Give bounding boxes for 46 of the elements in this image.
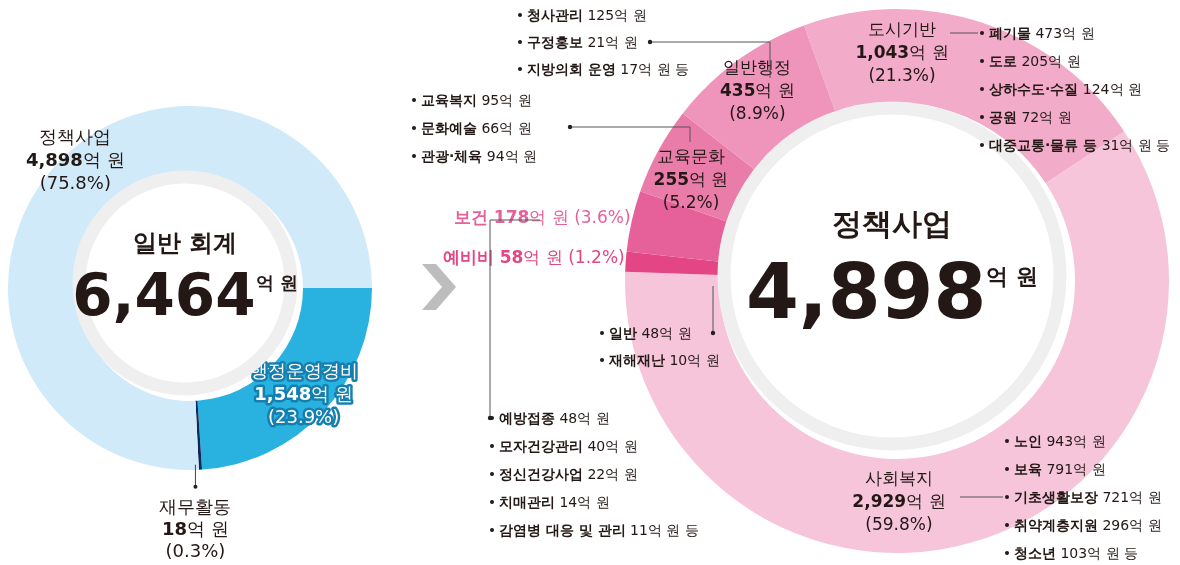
text: 정책사업 <box>832 206 952 242</box>
data-label: 255억 원 (5.2%) <box>653 169 729 213</box>
slice-label: 정책사업 <box>39 125 112 147</box>
text: 보육 791억 원 <box>1014 461 1106 477</box>
donut-slice <box>195 400 203 470</box>
data-label: 4,898억 원 (75.8%) <box>25 148 125 193</box>
text: 대중교통·물류 등 31억 원 등 <box>989 137 1171 153</box>
data-label: 435억 원 (8.9%) <box>719 79 795 123</box>
text: 청사관리 125억 원 <box>527 7 647 23</box>
text: 일반 48억 원 <box>609 325 692 341</box>
data-label: 178억 원 (3.6%) <box>493 206 631 227</box>
text: 기초생활보장 721억 원 <box>1014 489 1162 505</box>
data-label: 58억 원 (1.2%) <box>499 246 625 267</box>
text: 일반 회계 <box>132 229 238 258</box>
slice-label: 교육문화 <box>657 146 726 167</box>
text: 4,898$^{억 원}$ <box>745 246 1039 336</box>
text: 지방의회 운영 17억 원 등 <box>527 61 690 77</box>
donut-slice <box>625 251 721 275</box>
text: 취약계층지원 296억 원 <box>1014 517 1162 533</box>
text: 폐기물 473억 원 <box>989 25 1095 41</box>
text: 감염병 대응 및 관리 11억 원 등 <box>499 522 699 538</box>
text: 도로 205억 원 <box>989 53 1081 69</box>
slice-label: 도시기반 <box>868 18 937 39</box>
data-label: 18억 원 (0.3%) <box>162 517 229 561</box>
data-label: 2,929억 원 (59.8%) <box>852 491 946 535</box>
text: 모자건강관리 40억 원 <box>499 438 638 454</box>
slice-label: 보건 <box>453 206 494 227</box>
text: 교육복지 95억 원 <box>421 92 532 108</box>
text: 관광·체육 94억 원 <box>421 148 538 164</box>
text: 재해재난 10억 원 <box>608 352 720 368</box>
text: 6,464$^{억 원}$ <box>72 260 298 329</box>
slice-label: 사회복지 <box>864 468 933 489</box>
text: 치매관리 14억 원 <box>499 494 610 510</box>
text: 정신건강사업 22억 원 <box>499 466 638 482</box>
text: 구정홍보 21억 원 <box>527 34 638 50</box>
text: 문화예술 66억 원 <box>421 120 532 136</box>
slice-label: 재무활동 <box>159 495 232 517</box>
data-label: 1,043억 원 (21.3%) <box>855 41 949 85</box>
text: 상하수도·수질 124억 원 <box>989 81 1142 97</box>
text: 공원 72억 원 <box>989 109 1072 125</box>
text: 청소년 103억 원 등 <box>1014 545 1139 561</box>
slice-label: 예비비 <box>442 246 500 267</box>
text: 예방접종 48억 원 <box>499 410 610 426</box>
text: 노인 943억 원 <box>1014 433 1106 449</box>
slice-label: 일반행정 <box>723 56 792 77</box>
donut-slice <box>8 106 372 470</box>
